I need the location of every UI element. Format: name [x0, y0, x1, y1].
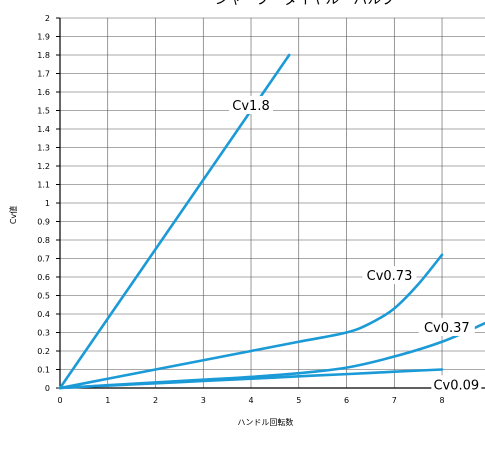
y-tick-label: 0.3: [37, 329, 50, 338]
y-tick-label: 0.4: [37, 310, 50, 319]
y-tick-label: 0.9: [37, 218, 50, 227]
y-tick-label: 1.9: [37, 33, 50, 42]
x-tick-label: 0: [57, 396, 62, 405]
y-tick-label: 1.2: [37, 162, 50, 171]
series-label-bg: [431, 375, 482, 394]
series-label-bg: [229, 95, 274, 114]
y-tick-label: 0: [45, 384, 50, 393]
y-tick-label: 1.8: [37, 51, 50, 60]
grid: [60, 17, 485, 388]
chart-title: シャープ・ダイヤル・バルブ: [215, 0, 396, 8]
x-tick-label: 3: [201, 396, 206, 405]
y-tick-label: 0.1: [37, 366, 50, 375]
y-tick-label: 2: [45, 14, 50, 23]
series-line: [58, 53, 291, 390]
x-tick-label: 1: [105, 396, 110, 405]
series-label-bg: [362, 266, 417, 285]
y-tick-label: 0.7: [37, 255, 50, 264]
x-tick-label: 5: [296, 396, 301, 405]
series-label: Cv0.09: [433, 378, 479, 393]
y-tick-label: 0.2: [37, 347, 50, 356]
x-tick-label: 7: [392, 396, 397, 405]
y-tick-label: 1.1: [37, 181, 50, 190]
series-labels: Cv1.8 Cv0.73 Cv0.37 Cv0.09: [229, 95, 482, 394]
x-tick-label: 4: [248, 396, 253, 405]
x-tick-label: 6: [344, 396, 349, 405]
y-tick-label: 1: [45, 199, 50, 208]
y-tick-label: 1.3: [37, 144, 50, 153]
axes: [56, 17, 485, 389]
x-tick-labels: 0 1 2 3 4 5 6 7 8: [57, 396, 444, 405]
series-label-bg: [418, 317, 475, 336]
series-label: Cv0.37: [424, 321, 470, 336]
y-tick-label: 0.8: [37, 236, 50, 245]
y-tick-label: 0.6: [37, 273, 50, 282]
y-tick-label: 0.5: [37, 292, 50, 301]
y-axis-title: Cv値: [8, 206, 18, 224]
x-tick-label: 2: [153, 396, 158, 405]
series-line: [58, 368, 444, 390]
series-label: Cv0.73: [367, 269, 413, 284]
x-axis-title: ハンドル回転数: [237, 417, 293, 427]
y-tick-label: 1.6: [37, 88, 50, 97]
y-tick-labels: 0 0.1 0.2 0.3 0.4 0.5 0.6 0.7 0.8 0.9 1 1.1 1.2 1.3 1.…: [37, 14, 50, 393]
y-tick-label: 1.5: [37, 107, 50, 116]
x-tick-label: 8: [439, 396, 444, 405]
y-tick-label: 1.7: [37, 70, 50, 79]
series-label: Cv1.8: [232, 99, 269, 114]
y-tick-label: 1.4: [37, 125, 50, 134]
series-lines: [58, 53, 485, 390]
series-line: [58, 253, 444, 390]
